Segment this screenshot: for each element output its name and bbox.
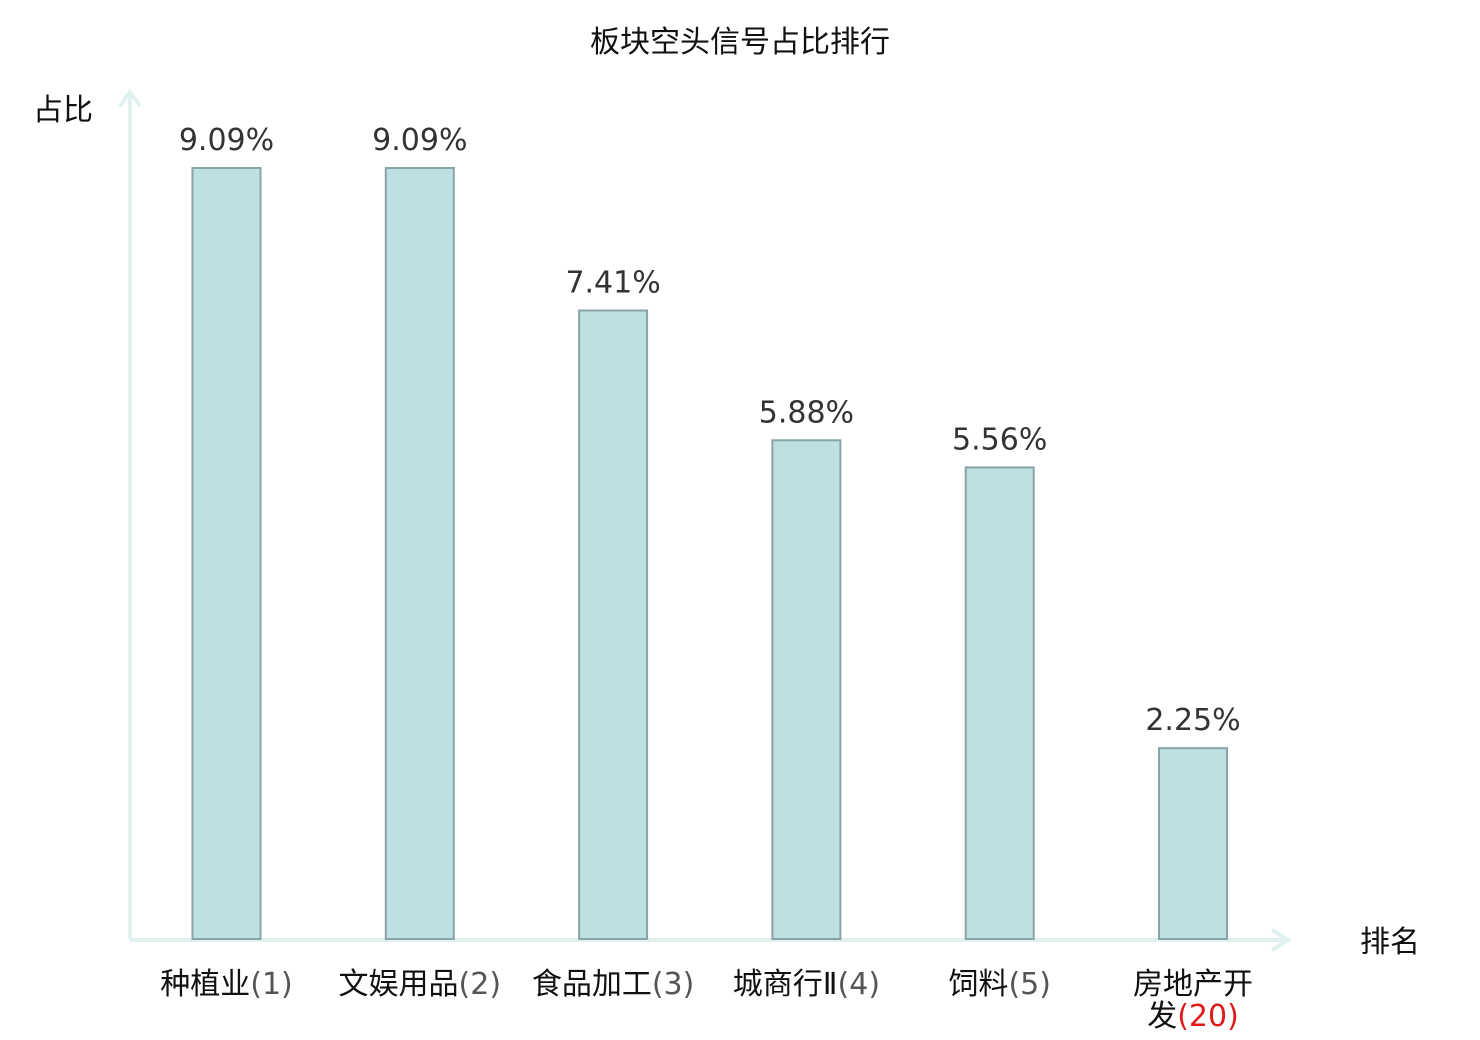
category-rank: (5)	[1008, 967, 1050, 1002]
category-label-3: 食品加工(3)	[532, 967, 695, 1002]
category-rank: (20)	[1177, 999, 1239, 1034]
category-name: 城商行Ⅱ	[733, 967, 838, 1002]
category-name-line-2: 发	[1147, 999, 1177, 1034]
bar-5	[964, 466, 1035, 940]
category-label-5: 饲料(5)	[948, 967, 1050, 1002]
category-name: 食品加工	[532, 967, 652, 1002]
category-label-2: 文娱用品(2)	[339, 967, 502, 1002]
category-label-6: 房地产开发(20)	[1133, 967, 1253, 1034]
category-rank: (4)	[838, 967, 881, 1002]
category-name: 饲料	[948, 967, 1008, 1002]
bar-3	[578, 309, 649, 940]
chart-title: 板块空头信号占比排行	[590, 25, 890, 60]
bar-2	[384, 167, 455, 940]
bar-1	[191, 167, 262, 940]
labels-group: 9.09% 种植业(1) 9.09% 文娱用品(2) 7.41% 食品加工(3) 5.88%…	[160, 123, 1253, 1034]
category-name: 种植业	[160, 967, 250, 1002]
category-name: 文娱用品	[339, 967, 459, 1002]
value-label-1: 9.09%	[179, 123, 274, 158]
category-rank: (2)	[459, 967, 502, 1002]
x-axis-arrow	[1270, 928, 1292, 952]
value-label-5: 5.56%	[952, 422, 1047, 457]
category-label-4: 城商行Ⅱ(4)	[733, 967, 880, 1002]
x-axis-label: 排名	[1360, 925, 1420, 960]
category-rank: (3)	[652, 967, 695, 1002]
bar-6	[1158, 747, 1228, 940]
y-axis-arrow	[118, 88, 142, 108]
bars-group	[191, 167, 1228, 940]
value-label-4: 5.88%	[759, 395, 854, 430]
axes	[118, 88, 1292, 952]
y-axis-label: 占比	[33, 93, 93, 128]
category-rank: (1)	[250, 967, 293, 1002]
value-label-2: 9.09%	[372, 123, 467, 158]
value-label-6: 2.25%	[1145, 703, 1240, 738]
category-label-1: 种植业(1)	[160, 967, 293, 1002]
category-name-line-1: 房地产开	[1133, 967, 1253, 1002]
bar-4	[771, 439, 842, 940]
value-label-3: 7.41%	[565, 265, 660, 300]
